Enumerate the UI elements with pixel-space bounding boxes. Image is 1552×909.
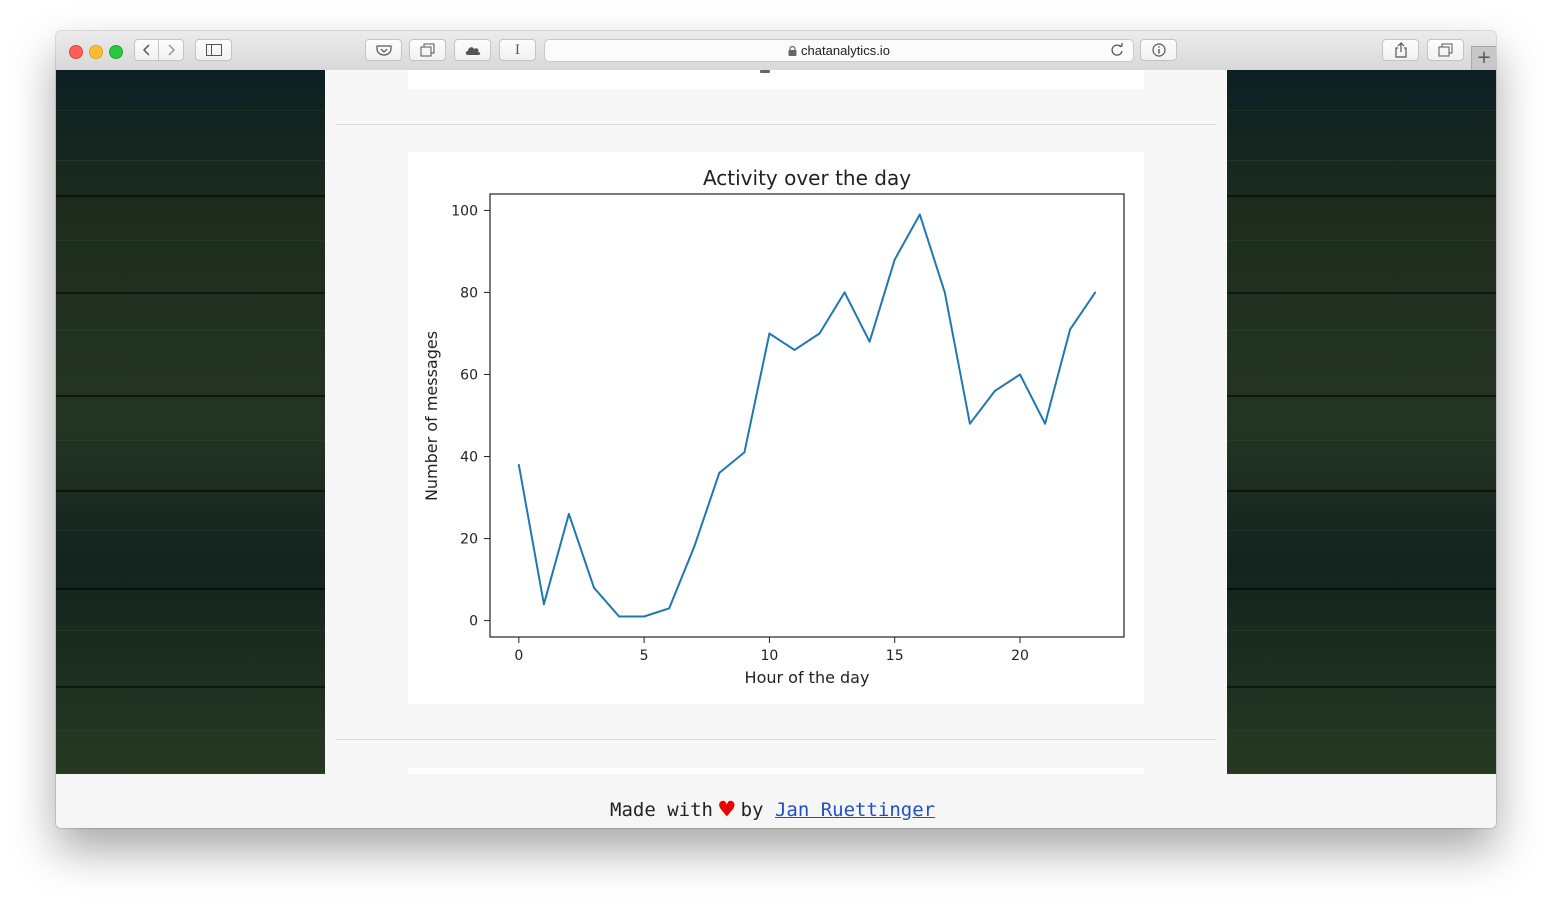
data-point bbox=[542, 603, 545, 606]
data-point bbox=[743, 451, 746, 454]
share-icon bbox=[1394, 42, 1407, 58]
data-point bbox=[668, 607, 671, 610]
info-button[interactable] bbox=[1140, 39, 1177, 61]
data-point bbox=[718, 472, 721, 474]
tab-overview-button[interactable] bbox=[1427, 39, 1464, 61]
reader-button[interactable]: I bbox=[499, 39, 536, 61]
forward-button[interactable] bbox=[159, 39, 184, 61]
browser-window: I chatanalytics.io + bbox=[56, 31, 1496, 828]
x-tick-label: 15 bbox=[886, 648, 904, 664]
data-point bbox=[918, 213, 921, 216]
tab-overview-icon bbox=[1438, 43, 1452, 57]
address-bar[interactable]: chatanalytics.io bbox=[544, 39, 1134, 62]
x-tick-label: 10 bbox=[760, 648, 778, 664]
y-tick-label: 20 bbox=[460, 532, 478, 548]
page-footer: Made with ♥ by Jan Ruettinger bbox=[56, 774, 1496, 828]
data-point bbox=[868, 340, 871, 343]
data-point bbox=[643, 615, 646, 618]
data-point bbox=[768, 332, 771, 335]
data-point bbox=[693, 545, 696, 548]
x-tick-label: 20 bbox=[1011, 648, 1029, 664]
close-window-button[interactable] bbox=[69, 45, 83, 59]
data-point bbox=[1094, 291, 1097, 294]
section-divider bbox=[336, 739, 1216, 740]
zoom-window-button[interactable] bbox=[109, 45, 123, 59]
url-text: chatanalytics.io bbox=[801, 43, 890, 58]
heart-icon: ♥ bbox=[718, 795, 735, 825]
tabs-icon bbox=[420, 43, 434, 57]
data-point bbox=[994, 389, 996, 392]
cloud-button[interactable] bbox=[454, 39, 491, 61]
data-point bbox=[618, 615, 620, 618]
sidebar-button[interactable] bbox=[195, 39, 232, 61]
reader-icon: I bbox=[514, 42, 521, 58]
data-point bbox=[568, 513, 570, 515]
minimize-window-button[interactable] bbox=[89, 45, 103, 59]
cloud-icon bbox=[465, 47, 480, 55]
back-button[interactable] bbox=[134, 39, 159, 61]
y-tick-label: 60 bbox=[460, 367, 478, 383]
x-axis-label: Hour of the day bbox=[745, 668, 870, 687]
y-tick-label: 80 bbox=[460, 285, 478, 301]
data-point bbox=[968, 422, 971, 425]
x-tick-label: 5 bbox=[640, 648, 649, 664]
y-tick-label: 40 bbox=[460, 450, 478, 466]
previous-chart-card bbox=[408, 70, 1144, 89]
share-button[interactable] bbox=[1382, 39, 1419, 61]
data-point bbox=[593, 586, 595, 589]
main-panel: Activity over the day Hour of the day Nu… bbox=[325, 70, 1227, 774]
x-tick-label: 0 bbox=[514, 648, 523, 664]
sidebar-icon bbox=[205, 44, 222, 56]
page-viewport: Activity over the day Hour of the day Nu… bbox=[56, 70, 1496, 774]
y-tick-label: 0 bbox=[469, 614, 478, 630]
footer-prefix: Made with bbox=[610, 799, 713, 821]
data-point bbox=[793, 348, 796, 351]
y-axis-label: Number of messages bbox=[422, 331, 441, 501]
new-tab-icon[interactable]: + bbox=[1471, 46, 1496, 71]
author-link[interactable]: Jan Ruettinger bbox=[774, 799, 936, 821]
y-tick-label: 100 bbox=[451, 203, 478, 219]
browser-toolbar: I chatanalytics.io + bbox=[56, 31, 1496, 71]
data-point bbox=[1019, 373, 1021, 376]
activity-chart: Activity over the day Hour of the day Nu… bbox=[422, 166, 1125, 687]
tabs-button[interactable] bbox=[409, 39, 446, 61]
data-point bbox=[818, 332, 821, 335]
data-point bbox=[517, 463, 520, 466]
back-icon bbox=[142, 44, 150, 56]
reload-icon[interactable] bbox=[1110, 43, 1124, 57]
footer-by: by bbox=[740, 799, 764, 821]
data-point bbox=[893, 258, 896, 261]
next-chart-card bbox=[408, 768, 1144, 774]
activity-chart-card: Activity over the day Hour of the day Nu… bbox=[408, 152, 1144, 704]
pocket-button[interactable] bbox=[365, 39, 402, 61]
data-point bbox=[1044, 422, 1046, 425]
chart-title: Activity over the day bbox=[703, 166, 911, 190]
data-point bbox=[843, 291, 846, 294]
data-point bbox=[943, 291, 946, 294]
series-line bbox=[517, 213, 1097, 618]
section-divider bbox=[336, 124, 1216, 125]
info-icon bbox=[1151, 43, 1166, 57]
data-point bbox=[1069, 328, 1072, 331]
plot-area bbox=[489, 193, 1125, 638]
lock-icon bbox=[788, 46, 797, 56]
forward-icon bbox=[168, 44, 176, 56]
pocket-icon bbox=[375, 45, 392, 56]
